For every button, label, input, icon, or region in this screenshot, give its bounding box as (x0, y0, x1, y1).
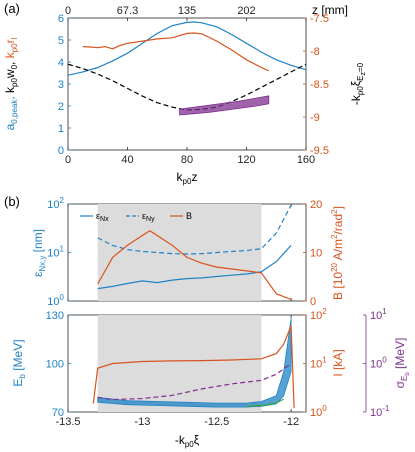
y-tick-label: 70 (52, 407, 64, 419)
y-tick-label: -8 (310, 46, 320, 58)
top-tick-label: 0 (65, 5, 71, 17)
y-tick-label: 102 (47, 196, 64, 211)
panel-b-label: (b) (4, 194, 20, 209)
legend-label-b: B (186, 211, 192, 221)
y-tick-label: 0 (58, 145, 64, 157)
panel-a-plot-area (68, 21, 306, 116)
y-tick-label: 2 (58, 101, 64, 113)
x-tick-label: -12 (283, 416, 299, 428)
panel-b-lower-plot-area (92, 315, 295, 412)
y-tick-label: 5 (58, 35, 64, 47)
x-tick-label: 160 (297, 154, 315, 166)
y-tick-label: 6 (58, 13, 64, 25)
panel-b-lower-left-axis-title: Eb [MeV] (11, 339, 27, 386)
y-tick-label: 3 (58, 79, 64, 91)
y-tick-label: 102 (310, 307, 327, 322)
y-tick-label: 100 (370, 356, 387, 371)
top-tick-label: 202 (237, 5, 255, 17)
x-tick-label: 40 (121, 154, 133, 166)
top-tick-label: 135 (178, 5, 196, 17)
y-tick-label: -9 (310, 112, 320, 124)
panel-b-lower-series-2 (97, 363, 292, 401)
panel-a-right-axis-title: -kp0ξEz=0 (349, 62, 367, 105)
panel-a-series-1 (82, 32, 270, 72)
shaded-region (97, 204, 262, 301)
panel-a-left-axis-title: a0,peak, kp0w0, kp0rl (3, 37, 19, 130)
svg-text:Eb [MeV]: Eb [MeV] (11, 339, 27, 386)
panel-b-lower-series-3 (246, 398, 284, 407)
y-tick-label: 100 (46, 359, 64, 371)
y-tick-label: -9.5 (310, 145, 329, 157)
x-tick-label: -13.5 (55, 416, 80, 428)
y-tick-label: 20 (310, 199, 322, 211)
top-axis-label: z [mm] (312, 3, 348, 17)
svg-text:B [1020 A/m2/rad2]: B [1020 A/m2/rad2] (330, 206, 345, 300)
panel-b-x-axis-label: -kp0ξ (175, 433, 200, 449)
panel-b-lower-series-0 (97, 318, 292, 408)
panel-a-series-3 (179, 95, 270, 116)
y-tick-label: 10 (310, 248, 322, 260)
panel-b-lower-series-1 (92, 325, 295, 409)
y-tick-label: -7.5 (310, 13, 329, 25)
svg-text:εNx,y [nm]: εNx,y [nm] (31, 229, 47, 277)
x-tick-label: -12.5 (204, 416, 229, 428)
shaded-region (97, 315, 262, 412)
axes-box (67, 17, 307, 151)
y-tick-label: 101 (370, 307, 387, 322)
y-tick-label: 0 (310, 296, 316, 308)
svg-text:σEb [MeV]: σEb [MeV] (393, 338, 411, 389)
panel-b-lower-right-axis-title-1: I [kA] (331, 349, 345, 376)
x-tick-label: 0 (65, 154, 71, 166)
panel-a-series-0 (68, 21, 306, 76)
top-tick-label: 67.3 (117, 5, 138, 17)
legend: εNx εNy B (80, 211, 192, 223)
panel-b-upper-series-2 (97, 229, 292, 301)
svg-text:I [kA]: I [kA] (331, 349, 345, 376)
x-tick-label: -13 (134, 416, 150, 428)
y-tick-label: 4 (58, 57, 64, 69)
y-tick-label: 1 (58, 123, 64, 135)
panel-b-lower-right-axis-title-2: σEb [MeV] (393, 338, 411, 389)
svg-text:a0,peak, kp0w0, kp0rl: a0,peak, kp0w0, kp0rl (3, 37, 19, 130)
panel-a-x-axis-label: kp0z (177, 170, 198, 186)
panel-a-label: (a) (4, 1, 20, 16)
panel-b-upper-series-1 (97, 204, 292, 255)
x-tick-label: 120 (237, 154, 255, 166)
y-tick-label: 10-1 (370, 404, 390, 419)
svg-text:-kp0ξEz=0: -kp0ξEz=0 (349, 62, 367, 105)
y-tick-label: 100 (47, 293, 64, 308)
y-tick-label: 130 (46, 310, 64, 322)
top-axis-ticks: 0 67.3 135 202 (65, 5, 256, 17)
panel-a-series-2 (68, 63, 306, 111)
panel-a-axes: 0 40 80 120 160 0 1 2 3 4 5 6 -9.5 -9 -8.5 -8 -7.5 (58, 13, 329, 166)
y-tick-label: 100 (310, 404, 327, 419)
x-tick-label: 80 (181, 154, 193, 166)
y-tick-label: 101 (47, 245, 64, 260)
panel-b-upper-plot-area (97, 204, 292, 301)
panel-b-right-axis-title: B [1020 A/m2/rad2] (330, 206, 345, 300)
panel-b-left-axis-title: εNx,y [nm] (31, 229, 47, 277)
y-tick-label: 101 (310, 356, 327, 371)
y-tick-label: -8.5 (310, 79, 329, 91)
